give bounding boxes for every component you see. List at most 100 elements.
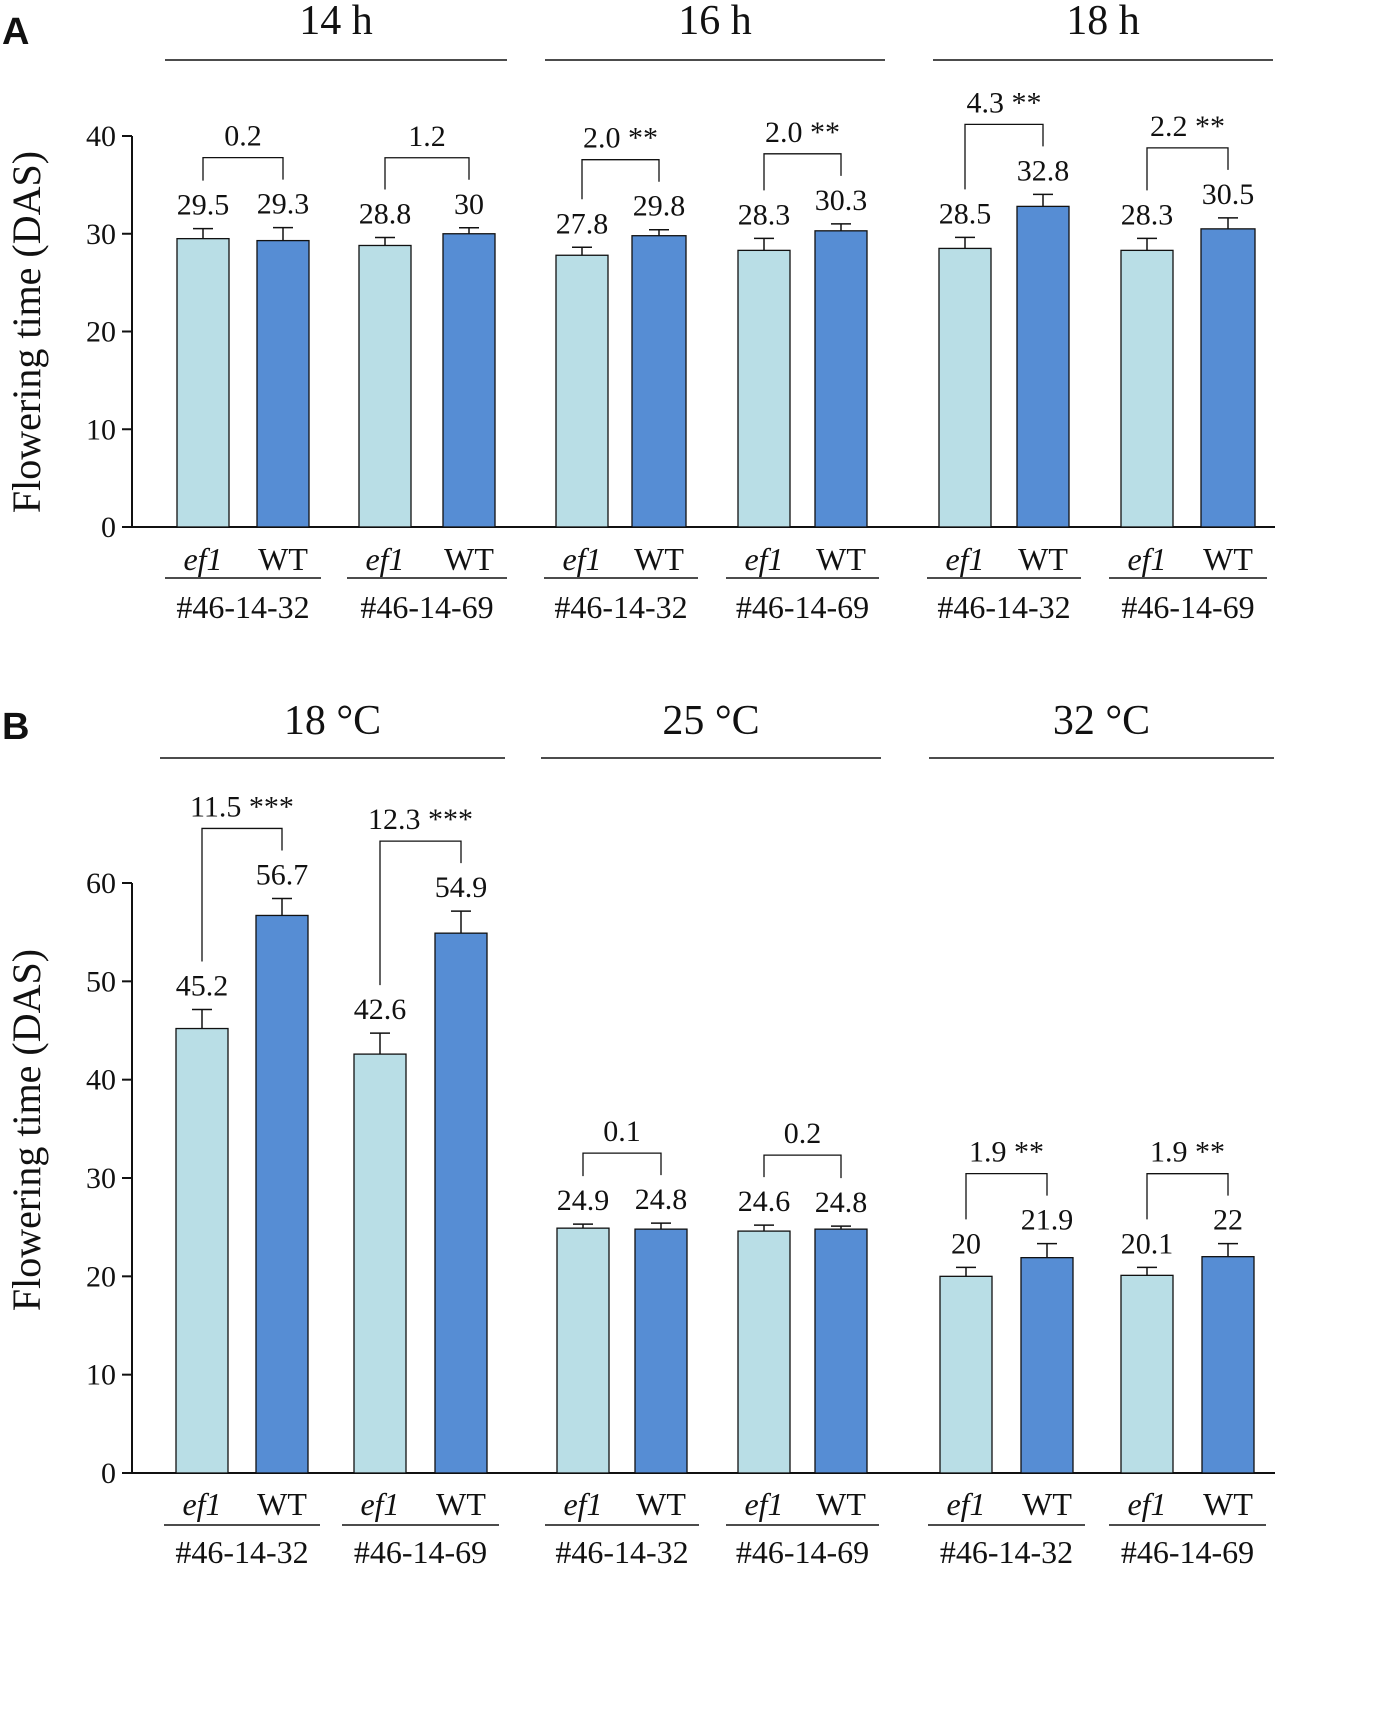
- difference-label: 2.2 **: [1150, 110, 1225, 143]
- genotype-label: WT: [636, 1486, 686, 1522]
- genotype-label: WT: [816, 1486, 866, 1522]
- panel-B: B Flowering time (DAS) 0 10 20 30 40 50 60 18 °C 4…: [2, 698, 1275, 1570]
- difference-label: 0.1: [603, 1115, 641, 1148]
- bar-wt: [814, 1228, 868, 1474]
- bar-value-label: 30.5: [1202, 178, 1255, 211]
- y-axis-label: Flowering time (DAS): [4, 949, 49, 1311]
- condition-title: 14 h: [299, 0, 373, 44]
- significance-bracket: [582, 1152, 662, 1177]
- condition-title: 18 °C: [284, 698, 381, 744]
- y-tick-label: 60: [86, 867, 116, 900]
- difference-label: 0.2: [224, 120, 262, 153]
- bar-ef1: [555, 254, 609, 528]
- significance-bracket: [1146, 1173, 1229, 1220]
- genotype-label: ef1: [945, 541, 984, 577]
- difference-label: 2.0 **: [765, 116, 840, 149]
- bar-ef1: [737, 1230, 791, 1474]
- bar-wt: [814, 230, 868, 528]
- condition-title: 18 h: [1066, 0, 1140, 44]
- bar-value-label: 30.3: [815, 184, 868, 217]
- bar-value-label: 24.9: [557, 1184, 610, 1217]
- difference-label: 12.3 ***: [368, 803, 473, 836]
- panel-letter: A: [2, 11, 29, 53]
- genotype-label: ef1: [562, 541, 601, 577]
- bar-wt: [434, 932, 488, 1474]
- line-label: #46-14-32: [176, 589, 309, 625]
- bar-ef1: [176, 237, 230, 528]
- line-label: #46-14-32: [554, 589, 687, 625]
- line-label: #46-14-32: [937, 589, 1070, 625]
- bar-value-label: 28.8: [359, 197, 412, 230]
- significance-bracket: [379, 840, 462, 986]
- line-label: #46-14-69: [354, 1534, 487, 1570]
- bar-value-label: 32.8: [1017, 154, 1070, 187]
- genotype-label: ef1: [360, 1486, 399, 1522]
- y-tick-label: 40: [86, 120, 116, 153]
- genotype-label: ef1: [365, 541, 404, 577]
- genotype-label: WT: [634, 541, 684, 577]
- condition-title: 32 °C: [1053, 698, 1150, 744]
- line-label: #46-14-32: [555, 1534, 688, 1570]
- bar-wt: [631, 235, 687, 528]
- significance-bracket: [763, 153, 842, 191]
- y-axis-label: Flowering time (DAS): [4, 151, 49, 513]
- bar-value-label: 21.9: [1021, 1204, 1074, 1237]
- bar-value-label: 24.8: [815, 1186, 868, 1219]
- genotype-label: ef1: [946, 1486, 985, 1522]
- y-tick-label: 30: [86, 218, 116, 251]
- genotype-label: WT: [1022, 1486, 1072, 1522]
- difference-label: 2.0 **: [583, 122, 658, 155]
- bar-ef1: [938, 247, 992, 528]
- genotype-label: ef1: [182, 1486, 221, 1522]
- bar-value-label: 42.6: [354, 993, 407, 1026]
- bar-wt: [442, 233, 496, 528]
- bar-wt: [1016, 205, 1070, 528]
- y-tick-label: 50: [86, 965, 116, 998]
- genotype-label: WT: [258, 541, 308, 577]
- condition-title: 16 h: [678, 0, 752, 44]
- line-label: #46-14-32: [175, 1534, 308, 1570]
- bar-ef1: [556, 1227, 610, 1474]
- bar-wt: [1200, 228, 1256, 528]
- bar-value-label: 20.1: [1121, 1227, 1174, 1260]
- difference-label: 0.2: [784, 1117, 822, 1150]
- bar-ef1: [737, 249, 791, 528]
- significance-bracket: [581, 159, 660, 200]
- significance-bracket: [964, 123, 1044, 190]
- bar-value-label: 27.8: [556, 207, 609, 240]
- bar-value-label: 29.8: [633, 190, 686, 223]
- bar-value-label: 45.2: [176, 970, 229, 1003]
- genotype-label: WT: [1203, 541, 1253, 577]
- y-tick-label: 0: [101, 1457, 116, 1490]
- line-label: #46-14-69: [360, 589, 493, 625]
- genotype-label: WT: [436, 1486, 486, 1522]
- bar-value-label: 29.5: [177, 189, 230, 222]
- difference-label: 1.9 **: [969, 1136, 1044, 1169]
- bar-value-label: 20: [951, 1227, 981, 1260]
- bar-wt: [256, 239, 310, 528]
- line-label: #46-14-69: [736, 589, 869, 625]
- difference-label: 1.2: [408, 120, 446, 153]
- difference-label: 1.9 **: [1150, 1136, 1225, 1169]
- genotype-label: ef1: [563, 1486, 602, 1522]
- bar-value-label: 28.5: [939, 197, 992, 230]
- bar-ef1: [353, 1053, 407, 1474]
- y-tick-label: 0: [101, 511, 116, 544]
- bar-value-label: 24.6: [738, 1185, 791, 1218]
- line-label: #46-14-32: [940, 1534, 1073, 1570]
- bar-value-label: 22: [1213, 1204, 1243, 1237]
- bar-value-label: 28.3: [738, 198, 791, 231]
- bar-wt: [1201, 1256, 1255, 1474]
- bar-wt: [1020, 1257, 1074, 1474]
- line-label: #46-14-69: [1121, 1534, 1254, 1570]
- genotype-label: WT: [1203, 1486, 1253, 1522]
- difference-label: 4.3 **: [967, 86, 1042, 119]
- significance-bracket: [965, 1173, 1048, 1220]
- y-tick-label: 30: [86, 1162, 116, 1195]
- panel-A: A Flowering time (DAS) 0 10 20 30 40 14 h 29.5 ef…: [2, 0, 1275, 625]
- genotype-label: WT: [257, 1486, 307, 1522]
- y-tick-label: 40: [86, 1064, 116, 1097]
- bar-ef1: [175, 1027, 229, 1474]
- genotype-label: ef1: [1127, 541, 1166, 577]
